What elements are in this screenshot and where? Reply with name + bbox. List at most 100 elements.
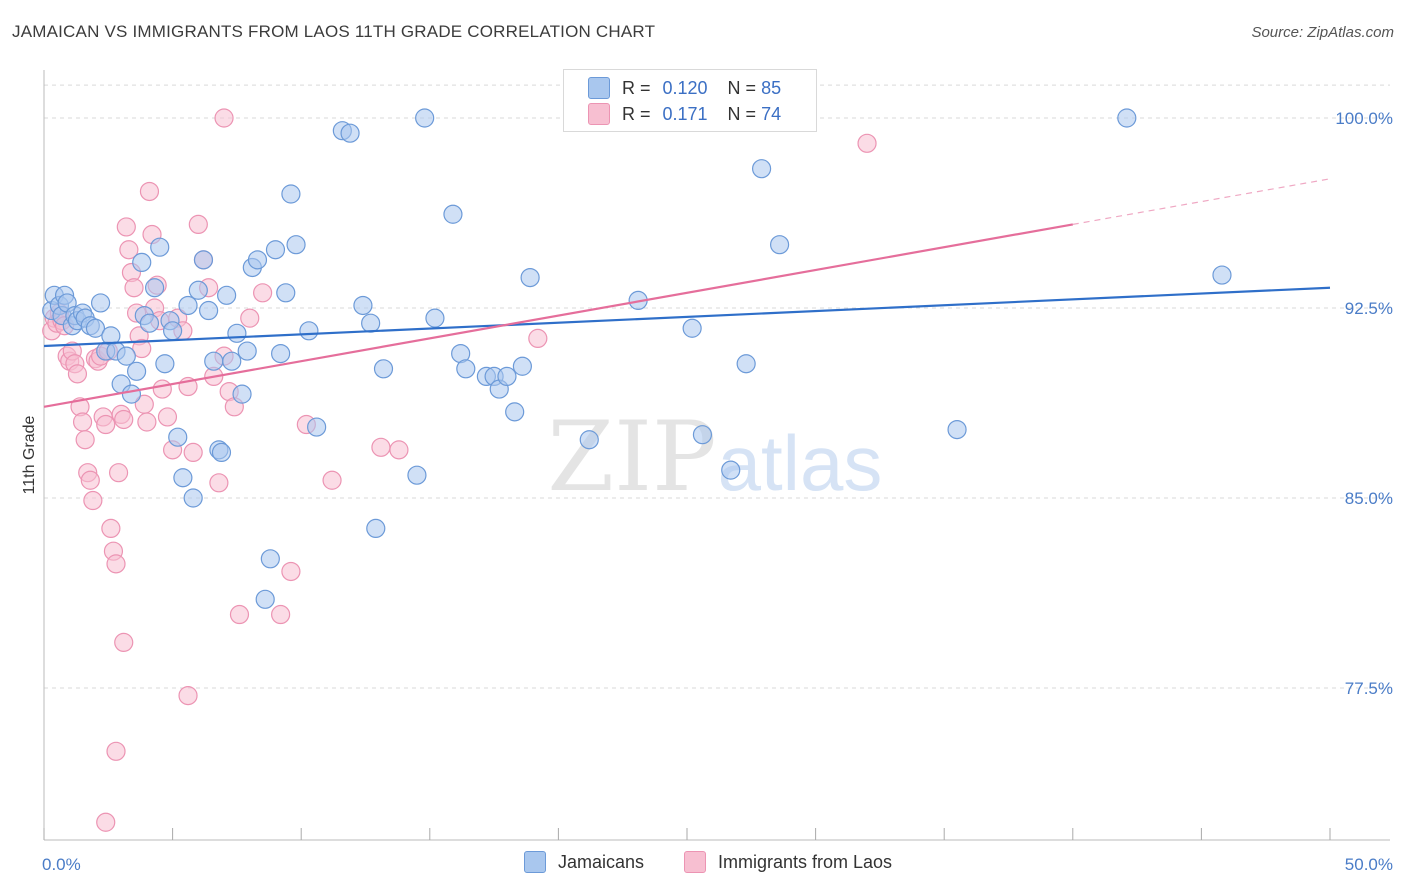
laos-trend-extension — [1072, 178, 1331, 225]
jamaicans-point — [947, 420, 967, 440]
legend-r-label: R = — [622, 103, 651, 124]
jamaicans-point — [265, 240, 286, 260]
jamaicans-point — [373, 359, 394, 379]
jamaicans-point — [769, 235, 790, 255]
jamaicans-point — [90, 293, 111, 313]
jamaicans-point — [144, 278, 165, 298]
laos-point — [75, 430, 95, 450]
laos-trend-line — [43, 223, 1073, 408]
jamaicans-trend-line — [43, 286, 1331, 348]
laos-point — [152, 379, 172, 399]
source-label: Source: ZipAtlas.com — [1251, 24, 1394, 41]
jamaicans-point — [116, 346, 136, 366]
jamaicans-point — [361, 313, 381, 333]
series-jamaicans-points — [42, 108, 1232, 609]
legend-r-value: 0.171 — [662, 103, 708, 124]
laos-point — [108, 463, 129, 483]
laos-point — [322, 470, 342, 490]
laos-point — [67, 364, 88, 384]
jamaicans-point — [178, 295, 198, 316]
jamaicans-point — [443, 204, 463, 224]
jamaicans-point — [276, 283, 296, 303]
jamaicans-point — [307, 417, 327, 437]
legend-item-jamaicans[interactable]: Jamaicans — [524, 851, 644, 873]
laos-point — [371, 437, 391, 457]
laos-point — [83, 490, 103, 511]
laos-point — [72, 412, 93, 432]
laos-point — [240, 308, 260, 328]
watermark: ZIP atlas — [547, 401, 882, 513]
jamaicans-point — [168, 427, 188, 447]
y-tick-label: 85.0% — [1345, 489, 1393, 508]
jamaicans-point — [692, 425, 713, 445]
y-tick-label: 77.5% — [1345, 679, 1393, 698]
stats-legend: R = 0.120 N = 85 R = 0.171 N = 74 — [563, 69, 817, 132]
watermark-zip: ZIP — [547, 401, 716, 513]
jamaicans-point — [211, 442, 232, 462]
tick-labels: 100.0% 92.5% 85.0% 77.5% 0.0% 50.0% — [42, 109, 1393, 874]
legend-label-laos: Immigrants from Laos — [718, 851, 893, 872]
jamaicans-point — [183, 488, 203, 508]
jamaicans-point — [721, 460, 741, 480]
jamaicans-point — [126, 361, 147, 381]
jamaicans-point — [340, 123, 360, 143]
jamaicans-point — [520, 268, 540, 288]
laos-point — [114, 409, 134, 430]
jamaicans-point — [682, 318, 702, 338]
legend-r-label: R = — [622, 77, 651, 98]
jamaicans-point — [512, 356, 532, 376]
laos-point — [857, 133, 877, 153]
laos-point — [253, 283, 273, 303]
legend-label-jamaicans: Jamaicans — [558, 851, 645, 872]
laos-point — [132, 338, 152, 359]
jamaicans-point — [271, 344, 291, 364]
laos-point — [96, 812, 116, 832]
laos-point — [214, 108, 234, 128]
jamaicans-point — [281, 184, 301, 204]
legend-item-laos[interactable]: Immigrants from Laos — [684, 851, 892, 873]
chart-title: JAMAICAN VS IMMIGRANTS FROM LAOS 11TH GR… — [12, 22, 656, 41]
jamaicans-point — [353, 295, 373, 316]
jamaicans-point — [255, 589, 275, 609]
jamaicans-point — [227, 323, 247, 343]
jamaicans-point — [1212, 265, 1232, 285]
laos-point — [96, 414, 116, 435]
jamaicans-point — [505, 402, 525, 422]
y-tick-label: 92.5% — [1345, 299, 1393, 318]
axes — [43, 70, 1390, 841]
laos-point — [101, 518, 121, 539]
jamaicans-point — [1117, 108, 1137, 128]
jamaicans-point — [247, 250, 268, 270]
jamaicans-point — [407, 465, 427, 485]
laos-point — [114, 632, 134, 653]
legend-swatch-blue — [524, 851, 546, 873]
jamaicans-point — [425, 308, 445, 328]
jamaicans-point — [415, 108, 435, 128]
jamaicans-point — [188, 280, 208, 300]
legend-n-label: N = — [727, 103, 757, 124]
jamaicans-point — [173, 468, 193, 488]
legend-swatch-pink — [588, 103, 610, 125]
jamaicans-point — [232, 384, 252, 404]
jamaicans-point — [736, 354, 756, 374]
jamaicans-point — [121, 384, 142, 404]
laos-point — [528, 328, 548, 348]
jamaicans-point — [456, 359, 476, 379]
laos-point — [137, 412, 157, 432]
jamaicans-point — [366, 518, 386, 539]
jamaicans-point — [199, 300, 219, 321]
legend-row-laos: R = 0.171 N = 74 — [588, 102, 781, 126]
legend-n-value: 74 — [761, 103, 782, 124]
legend-swatch-pink — [684, 851, 706, 873]
jamaicans-point — [286, 235, 306, 255]
jamaicans-point — [163, 321, 183, 341]
jamaicans-point — [497, 366, 517, 386]
jamaicans-point — [132, 252, 152, 272]
jamaicans-point — [139, 313, 160, 333]
laos-point — [116, 217, 136, 237]
x-tick-label: 0.0% — [42, 855, 81, 874]
jamaicans-point — [193, 250, 214, 270]
jamaicans-point — [579, 430, 599, 450]
laos-point — [124, 278, 144, 298]
